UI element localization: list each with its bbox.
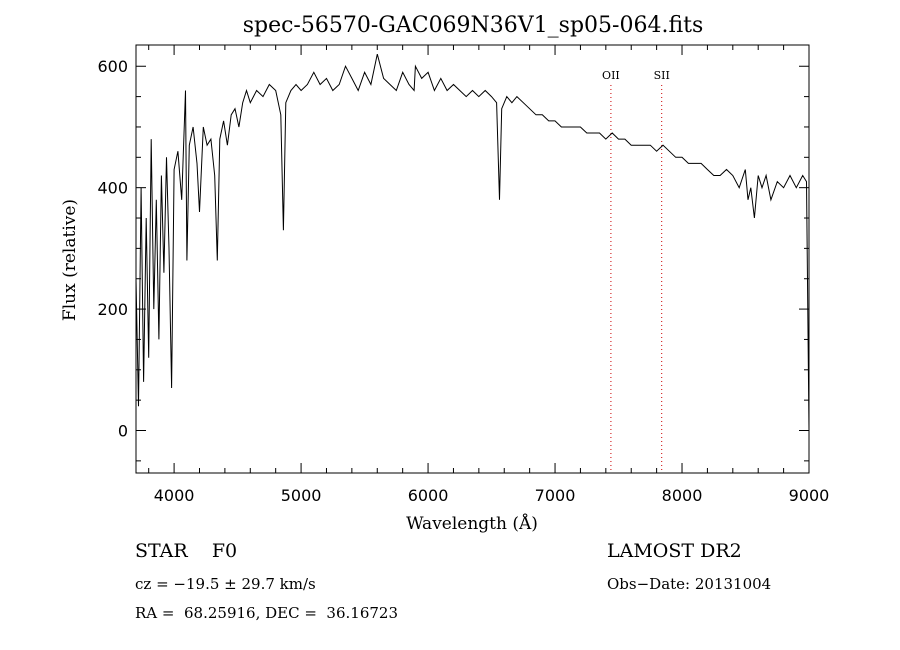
x-tick-label: 5000 (281, 486, 322, 505)
chart-title: spec-56570-GAC069N36V1_sp05-064.fits (243, 13, 704, 38)
x-tick-label: 7000 (535, 486, 576, 505)
y-tick-label: 0 (118, 422, 128, 441)
redshift-readout: cz = −19.5 ± 29.7 km/s (135, 575, 316, 593)
obs-date: Obs−Date: 20131004 (607, 575, 772, 593)
plot-area (135, 44, 810, 474)
x-tick-label: 4000 (154, 486, 195, 505)
x-tick-label: 6000 (408, 486, 449, 505)
y-tick-label: 400 (97, 179, 128, 198)
reference-line-label: SII (654, 69, 670, 82)
coordinates: RA = 68.25916, DEC = 36.16723 (135, 604, 399, 622)
x-tick-label: 8000 (662, 486, 703, 505)
x-tick-label: 9000 (789, 486, 830, 505)
object-class: STAR F0 (135, 540, 238, 562)
y-tick-label: 200 (97, 300, 128, 319)
reference-lines: OII SII (602, 69, 670, 473)
reference-line-label: OII (602, 69, 620, 82)
y-tick-label: 600 (97, 57, 128, 76)
x-axis-label: Wavelength (Å) (406, 513, 538, 534)
axis-ticks: 4000 5000 6000 7000 8000 9000 0 200 400 600 (97, 45, 829, 505)
y-axis-label: Flux (relative) (60, 199, 80, 321)
plot-frame (135, 44, 810, 474)
survey-name: LAMOST DR2 (607, 540, 742, 562)
spectrum-line (135, 53, 810, 431)
